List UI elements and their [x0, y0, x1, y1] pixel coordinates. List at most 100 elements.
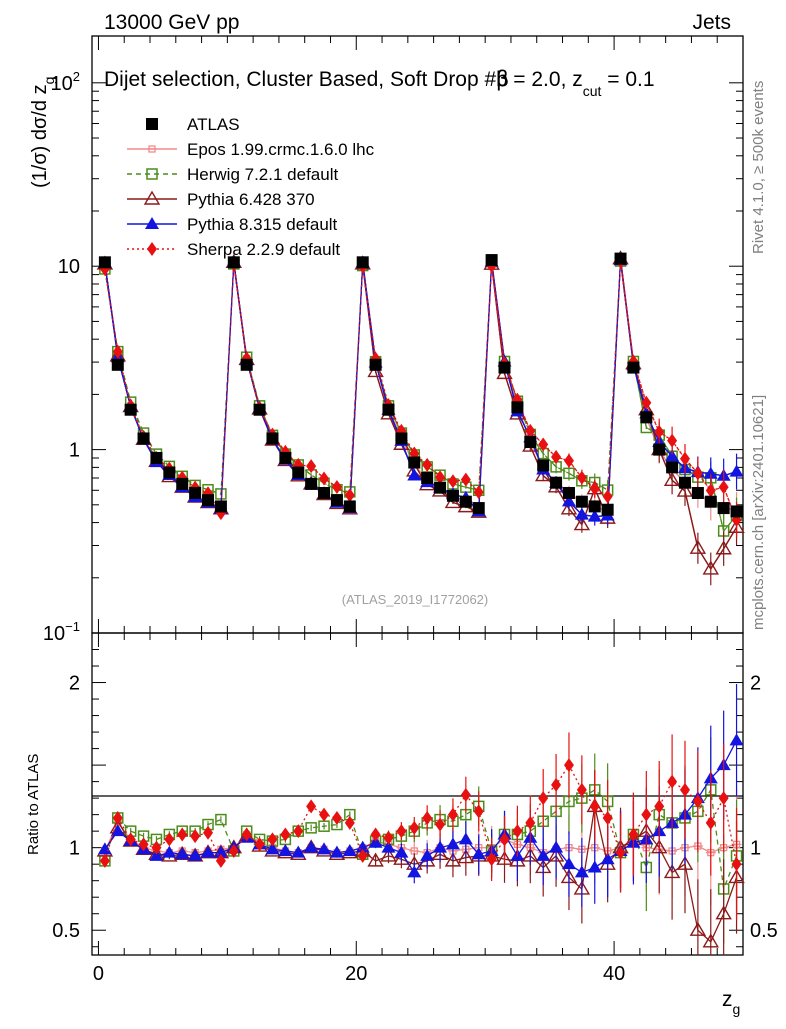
- ratio-point-sherpa-2-2-9-default: [692, 794, 703, 809]
- point-pythia-6-428-370: [676, 482, 694, 497]
- ratio-point-pythia-6-428-370: [663, 864, 681, 879]
- mcplots-label: mcplots.cern.ch [arXiv:2401.10621]: [750, 395, 767, 630]
- point-sherpa-2-2-9-default: [692, 466, 703, 481]
- data-point-atlas: [550, 476, 563, 489]
- point-pythia-6-428-370: [689, 539, 707, 554]
- ratio-point-sherpa-2-2-9-default: [435, 817, 446, 832]
- legend-marker: [143, 190, 161, 205]
- data-point-atlas: [292, 466, 305, 479]
- ratio-line-herwig-7-2-1-default: [104, 787, 738, 890]
- data-point-atlas: [446, 489, 459, 502]
- ratio-point-sherpa-2-2-9-default: [499, 832, 510, 847]
- ratio-point-pythia-8-315-default: [97, 842, 112, 855]
- data-point-atlas: [253, 403, 266, 416]
- ratio-point-sherpa-2-2-9-default: [396, 824, 407, 839]
- data-point-atlas: [189, 486, 202, 499]
- point-pythia-6-428-370: [573, 516, 591, 531]
- ratio-point-herwig-7-2-1-default: [305, 822, 317, 834]
- data-point-atlas: [678, 476, 691, 489]
- point-pythia-6-428-370: [560, 500, 578, 515]
- ratio-point-pythia-8-315-default: [420, 848, 435, 861]
- ratio-point-sherpa-2-2-9-default: [641, 807, 652, 822]
- upper-ylabel-sub: g: [41, 77, 57, 85]
- data-point-atlas: [434, 481, 447, 494]
- ratio-point-pythia-8-315-default: [561, 857, 576, 870]
- data-point-atlas: [382, 403, 395, 416]
- ratio-point-sherpa-2-2-9-default: [280, 827, 291, 842]
- series-path-epos-1-99-crmc-1-6-0-lhc: [104, 258, 737, 513]
- point-sherpa-2-2-9-default: [460, 472, 471, 487]
- ratio-point-pythia-6-428-370: [702, 933, 719, 948]
- ratio-point-pythia-8-315-default: [162, 845, 177, 858]
- point-pythia-6-428-370: [702, 560, 719, 575]
- ratio-point-sherpa-2-2-9-default: [331, 810, 342, 825]
- ratio-tick-label: 2: [69, 673, 80, 695]
- point-sherpa-2-2-9-default: [435, 470, 446, 485]
- data-point-atlas: [202, 494, 215, 507]
- ratio-point-pythia-8-315-default: [317, 842, 332, 855]
- legend-label: Herwig 7.2.1 default: [187, 165, 338, 184]
- analysis-id-label: (ATLAS_2019_I1772062): [342, 592, 488, 607]
- ratio-point-sherpa-2-2-9-default: [370, 827, 381, 842]
- ratio-point-sherpa-2-2-9-default: [731, 857, 742, 872]
- ratio-point-pythia-8-315-default: [342, 843, 357, 856]
- ratio-point-sherpa-2-2-9-default: [473, 804, 484, 819]
- ratio-point-sherpa-2-2-9-default: [602, 810, 613, 825]
- data-point-atlas: [240, 358, 253, 371]
- rivet-label: Rivet 4.1.0, ≥ 500k events: [750, 81, 767, 254]
- y-tick-base: 10: [43, 623, 65, 645]
- ratio-point-sherpa-2-2-9-default: [138, 837, 149, 852]
- ratio-point-sherpa-2-2-9-default: [164, 832, 175, 847]
- data-point-atlas: [717, 502, 730, 515]
- legend-marker-atlas: [146, 118, 158, 130]
- ratio-point-pythia-8-315-default: [536, 848, 551, 861]
- data-point-atlas: [485, 254, 498, 267]
- ratio-point-sherpa-2-2-9-default: [563, 758, 574, 773]
- ratio-point-pythia-8-315-default: [407, 865, 422, 878]
- x-axis-title: zg: [722, 988, 740, 1017]
- point-sherpa-2-2-9-default: [705, 483, 716, 498]
- point-sherpa-2-2-9-default: [538, 437, 549, 452]
- series-line-sherpa-2-2-9-default: [619, 260, 738, 521]
- point-sherpa-2-2-9-default: [473, 485, 484, 500]
- series-line-pythia-8-315-default: [233, 262, 351, 509]
- ratio-point-pythia-8-315-default: [201, 845, 216, 858]
- series-line-sherpa-2-2-9-default: [104, 268, 222, 514]
- ratio-point-sherpa-2-2-9-default: [254, 837, 265, 852]
- series-line-epos-1-99-crmc-1-6-0-lhc: [233, 262, 351, 509]
- ratio-point-pythia-8-315-default: [600, 852, 615, 865]
- ratio-point-pythia-8-315-default: [433, 840, 448, 853]
- ratio-tick-label: 1: [69, 838, 80, 860]
- ratio-point-sherpa-2-2-9-default: [447, 807, 458, 822]
- ratio-point-sherpa-2-2-9-default: [215, 853, 226, 868]
- ratio-point-sherpa-2-2-9-default: [576, 782, 587, 797]
- point-sherpa-2-2-9-default: [641, 395, 652, 410]
- ratio-point-sherpa-2-2-9-default: [344, 815, 355, 830]
- y-tick-base: 10: [51, 73, 73, 95]
- data-point-atlas: [730, 505, 743, 518]
- ratio-point-pythia-6-428-370: [367, 852, 384, 867]
- ratio-point-pythia-8-315-default: [110, 824, 125, 837]
- ratio-point-sherpa-2-2-9-default: [383, 830, 394, 845]
- upper-ylabel-text: (1/σ) dσ/d z: [29, 84, 51, 188]
- ratio-tick-label: 0.5: [750, 920, 778, 942]
- category-label: Jets: [692, 11, 731, 34]
- upper-series: [96, 250, 745, 586]
- point-pythia-6-428-370: [715, 540, 732, 555]
- ratio-point-sherpa-2-2-9-default: [357, 848, 368, 863]
- data-point-atlas: [111, 358, 124, 371]
- ratio-point-sherpa-2-2-9-default: [125, 832, 136, 847]
- zcut-value: = 0.1: [601, 68, 654, 91]
- data-point-atlas: [537, 459, 550, 472]
- ratio-point-sherpa-2-2-9-default: [667, 774, 678, 789]
- ratio-point-sherpa-2-2-9-default: [409, 820, 420, 835]
- series-line-pythia-6-428-370: [104, 263, 222, 510]
- legend-marker: [147, 242, 157, 256]
- ratio-point-pythia-6-428-370: [676, 855, 694, 870]
- ratio-point-sherpa-2-2-9-default: [190, 829, 201, 844]
- ratio-point-pythia-8-315-default: [587, 860, 602, 873]
- ratio-point-pythia-8-315-default: [329, 845, 344, 858]
- y-tick-label: 102: [51, 69, 80, 95]
- data-point-atlas: [498, 361, 511, 374]
- ratio-point-pythia-8-315-default: [729, 733, 744, 746]
